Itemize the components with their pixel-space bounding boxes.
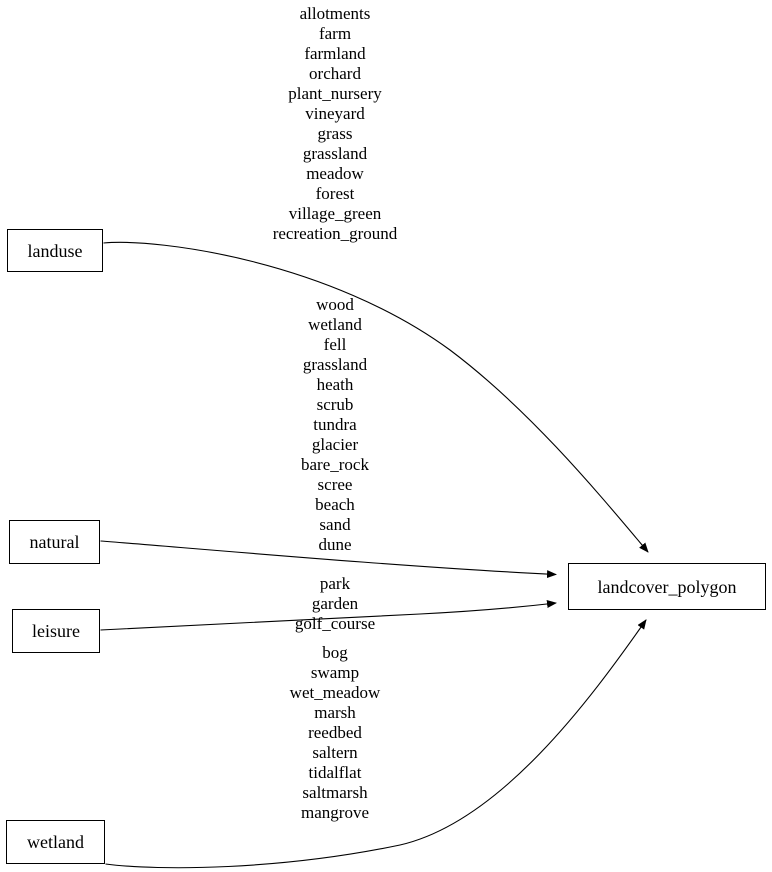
edge-label-item: wood (316, 295, 354, 314)
edge-label-item: dune (318, 535, 352, 554)
edge-label-item: tidalflat (308, 763, 362, 782)
edge-label-item: vineyard (305, 104, 365, 123)
edge-label-item: wet_meadow (289, 683, 381, 702)
node-landuse[interactable]: landuse (7, 229, 103, 272)
node-wetland-label: wetland (27, 832, 84, 852)
node-landuse-label: landuse (27, 240, 83, 261)
edge-labels-landuse: allotments farm farmland orchard plant_n… (273, 4, 398, 244)
edge-label-item: allotments (299, 4, 371, 23)
node-landcover-polygon-label: landcover_polygon (597, 576, 737, 597)
edge-label-item: village_green (288, 204, 382, 223)
edge-label-item: forest (315, 184, 355, 203)
edge-label-item: reedbed (308, 723, 362, 742)
edge-label-item: park (319, 574, 351, 593)
edge-label-item: grassland (302, 144, 368, 163)
edge-label-item: sand (319, 515, 351, 534)
edge-label-item: garden (311, 594, 359, 613)
edge-label-item: swamp (310, 663, 360, 682)
edge-label-item: farm (318, 24, 352, 43)
edge-label-item: tundra (313, 415, 357, 434)
edge-label-item: grass (317, 124, 353, 143)
edge-label-item: farmland (304, 44, 366, 63)
edge-label-item: glacier (311, 435, 359, 454)
edge-landuse-to-landcover-polygon (103, 241, 649, 553)
edge-label-item: golf_course (294, 614, 376, 633)
node-leisure[interactable]: leisure (12, 609, 100, 653)
edge-label-item: bog (322, 643, 348, 662)
edge-label-item: plant_nursery (288, 84, 382, 103)
edge-label-item: grassland (302, 355, 368, 374)
edge-labels-leisure: park garden golf_course (295, 574, 375, 634)
edge-label-item: mangrove (301, 803, 369, 822)
node-leisure-label: leisure (32, 621, 80, 641)
edge-label-item: fell (323, 335, 347, 354)
node-natural[interactable]: natural (9, 520, 100, 564)
edge-label-item: saltmarsh (302, 783, 368, 802)
edge-labels-wetland: bog swamp wet_meadow marsh reedbed salte… (290, 643, 381, 823)
edge-label-item: wetland (308, 315, 362, 334)
edge-label-item: marsh (314, 703, 356, 722)
edge-label-item: scree (317, 475, 353, 494)
edge-label-item: scrub (316, 395, 354, 414)
node-wetland[interactable]: wetland (6, 820, 105, 864)
edge-label-item: meadow (306, 164, 364, 183)
edge-labels-natural: wood wetland fell grassland heath scrub … (301, 295, 369, 555)
edge-label-item: orchard (309, 64, 361, 83)
node-landcover-polygon[interactable]: landcover_polygon (568, 563, 766, 610)
edge-label-item: beach (315, 495, 355, 514)
edge-label-item: saltern (312, 743, 358, 762)
edge-label-item: bare_rock (301, 455, 369, 474)
edge-label-item: recreation_ground (272, 224, 398, 243)
edge-label-item: heath (316, 375, 354, 394)
node-natural-label: natural (29, 532, 80, 552)
